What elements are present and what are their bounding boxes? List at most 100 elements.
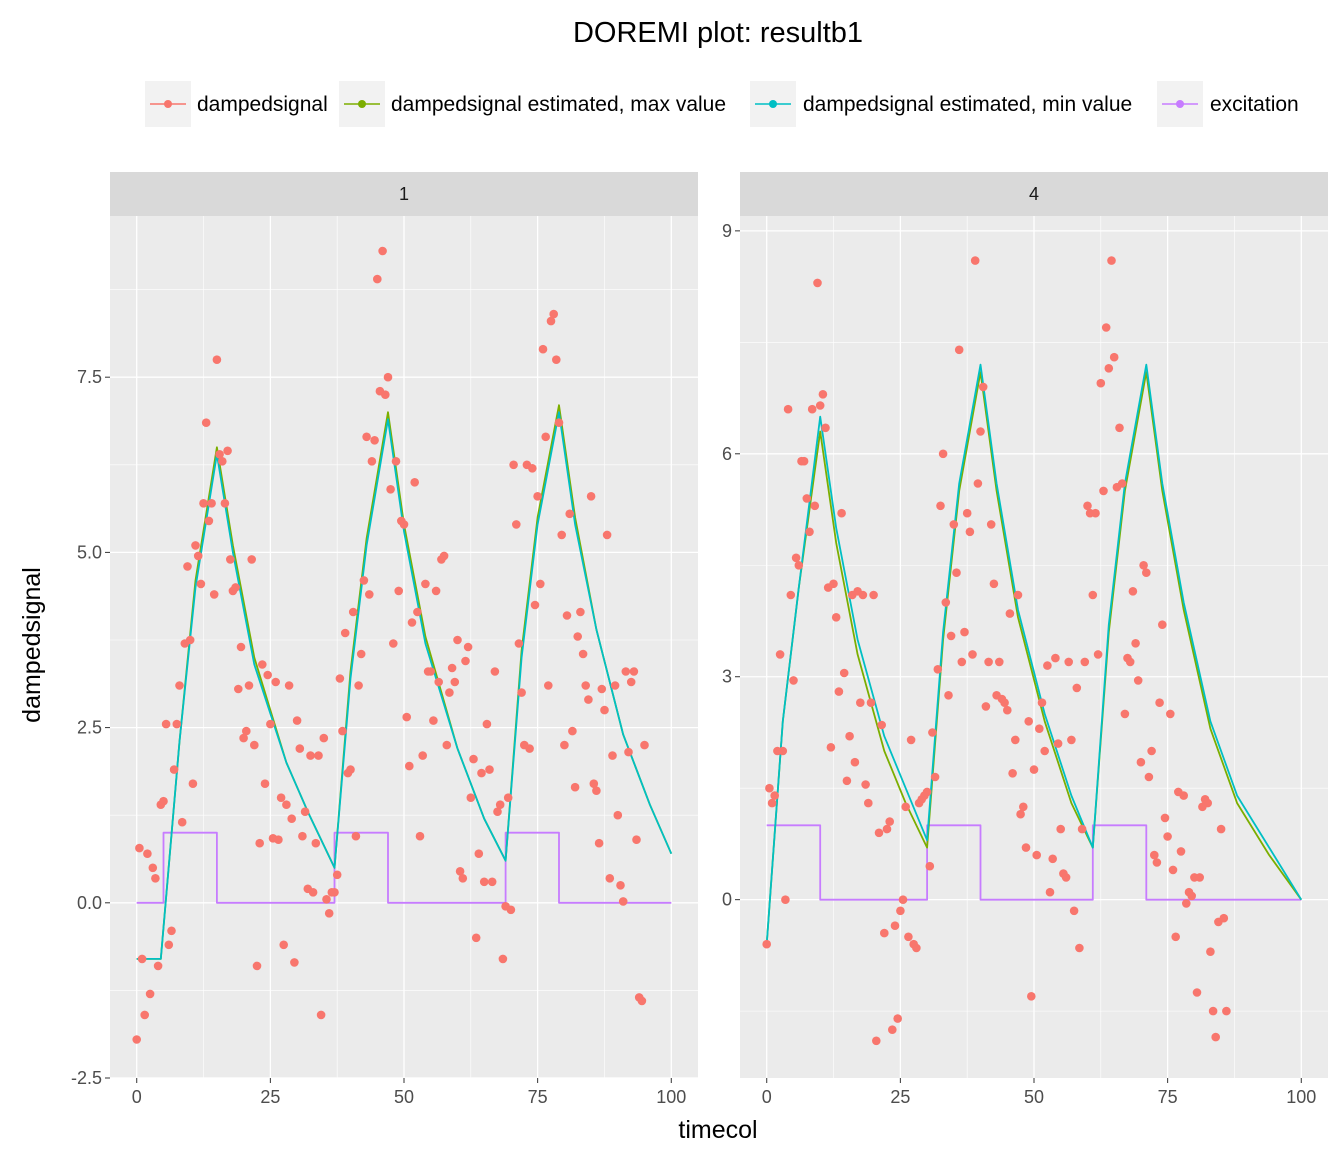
data-point (530, 600, 540, 610)
data-point (874, 828, 884, 838)
data-point (258, 660, 267, 669)
data-point (1021, 843, 1031, 852)
data-point (624, 747, 633, 757)
data-point (193, 551, 203, 561)
data-point (284, 681, 294, 690)
data-point (584, 695, 593, 704)
legend-key-point (358, 100, 366, 108)
data-point (962, 508, 972, 518)
data-point (984, 657, 993, 667)
data-point (880, 928, 889, 938)
legend-key-point (1176, 100, 1184, 108)
data-point (928, 728, 937, 737)
data-point (1166, 709, 1175, 719)
data-point (1133, 676, 1143, 685)
data-point (528, 464, 537, 473)
chart-title: DOREMI plot: resultb1 (573, 17, 863, 49)
series-points-dampedsignal (132, 246, 649, 1044)
data-point (266, 719, 275, 729)
data-point (185, 635, 195, 645)
data-point (525, 744, 534, 753)
data-point (896, 906, 905, 916)
data-point (1176, 847, 1186, 856)
y-tick-label: 7.5 (77, 367, 102, 387)
data-point (300, 807, 310, 816)
data-point (906, 735, 916, 745)
data-point (290, 958, 299, 967)
data-point (807, 404, 817, 414)
data-point (426, 667, 436, 676)
y-tick-label: -2.5 (71, 1068, 102, 1088)
data-point (1008, 769, 1017, 778)
data-point (557, 530, 566, 540)
data-point (1045, 887, 1055, 897)
data-point (1032, 850, 1041, 860)
data-point (1117, 479, 1127, 488)
data-point (1029, 765, 1039, 774)
data-point (845, 731, 854, 741)
data-point (839, 668, 849, 678)
data-point (402, 712, 412, 722)
data-point (1099, 486, 1108, 496)
data-point (1037, 698, 1047, 707)
data-point (826, 743, 836, 752)
axes: 0 25 50 75 100 0 3 6 9 (722, 221, 1316, 1107)
data-point (1203, 798, 1212, 808)
data-point (389, 639, 398, 648)
data-point (413, 607, 422, 617)
data-point (770, 791, 779, 800)
data-point (783, 404, 793, 414)
data-point (1222, 1006, 1231, 1016)
legend-item-dampedsignal-estimated-max-value: dampedsignal estimated, max value (339, 81, 726, 127)
x-tick-label: 0 (762, 1087, 772, 1107)
series-points-dampedsignal (762, 256, 1231, 1046)
data-point (1182, 899, 1191, 908)
data-point (864, 798, 873, 808)
data-point (1000, 698, 1009, 707)
data-point (1192, 988, 1202, 997)
y-tick-label: 9 (722, 221, 732, 241)
data-point (255, 838, 264, 848)
data-point (1083, 501, 1092, 511)
data-point (1075, 943, 1084, 953)
data-point (799, 456, 809, 466)
data-point (306, 751, 315, 760)
data-point (487, 877, 497, 887)
data-point (968, 650, 977, 659)
panel-4: 4 0 25 50 75 100 0 3 6 9 (722, 172, 1328, 1107)
data-point (274, 835, 283, 844)
data-point (1048, 854, 1057, 864)
data-point (810, 501, 820, 511)
data-point (145, 989, 155, 999)
data-point (546, 316, 556, 326)
data-point (573, 632, 582, 641)
data-point (893, 1014, 902, 1023)
data-point (314, 751, 323, 760)
data-point (544, 681, 553, 690)
data-point (1080, 657, 1090, 667)
data-point (794, 561, 804, 570)
data-point (415, 831, 425, 841)
data-point (1160, 813, 1170, 823)
data-point (1072, 683, 1082, 693)
data-point (394, 586, 404, 596)
data-point (578, 649, 588, 659)
y-tick-label: 0 (722, 890, 732, 910)
data-point (177, 817, 187, 827)
data-point (549, 309, 558, 319)
y-tick-label: 0.0 (77, 893, 102, 913)
data-point (592, 786, 601, 795)
data-point (330, 888, 339, 897)
data-point (629, 667, 639, 676)
data-point (594, 838, 604, 848)
data-point (359, 576, 369, 585)
data-point (199, 499, 208, 508)
data-point (608, 751, 617, 760)
data-point (618, 897, 628, 906)
data-point (941, 598, 951, 607)
data-point (370, 436, 379, 445)
data-point (442, 740, 452, 750)
x-tick-label: 25 (260, 1087, 280, 1107)
data-point (137, 954, 147, 964)
data-point (223, 446, 232, 456)
